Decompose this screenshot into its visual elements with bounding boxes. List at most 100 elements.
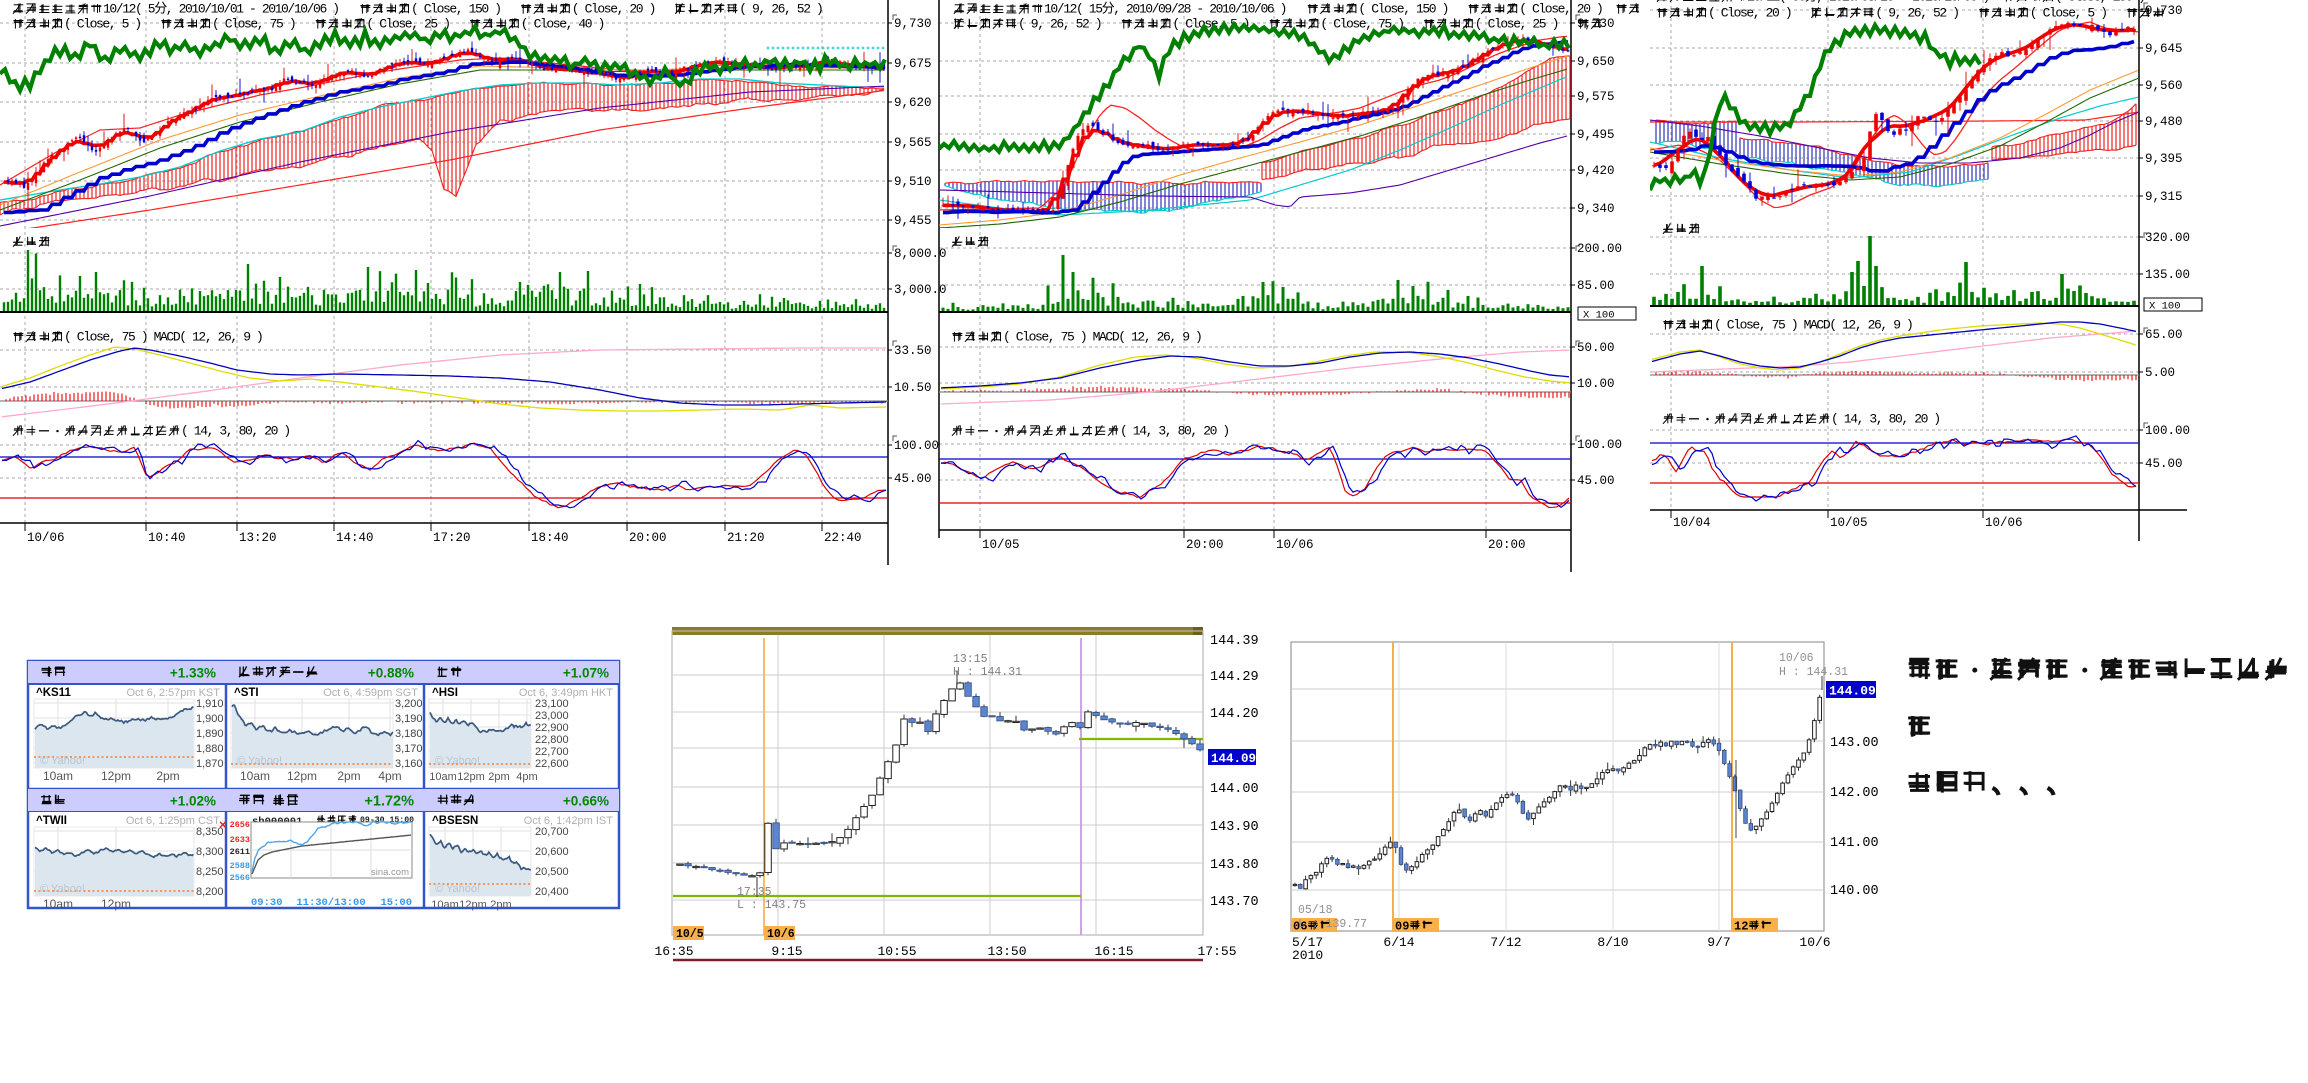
svg-text:9,565: 9,565	[894, 136, 932, 150]
svg-text:20,500: 20,500	[535, 866, 569, 878]
svg-text:9,395: 9,395	[2145, 152, 2183, 166]
svg-text:144.39: 144.39	[1210, 634, 1259, 649]
svg-text:8,000.0: 8,000.0	[894, 247, 947, 261]
svg-text:3,170: 3,170	[395, 743, 423, 755]
svg-text:144.29: 144.29	[1210, 670, 1259, 685]
svg-text:144.09: 144.09	[1211, 752, 1256, 766]
svg-text:200.00: 200.00	[1577, 242, 1622, 256]
svg-text:65.00: 65.00	[2145, 328, 2183, 342]
svg-text:14:40: 14:40	[336, 531, 374, 545]
svg-text:10/12( 15分, 2010/09/28 - 2010/: 10/12( 15分, 2010/09/28 - 2010/10/06 )	[1044, 2, 1286, 17]
svg-text:+1.07%: +1.07%	[563, 666, 609, 681]
svg-text:10:40: 10:40	[148, 531, 186, 545]
svg-text:9,675: 9,675	[894, 57, 932, 71]
svg-text:×: ×	[219, 817, 227, 832]
svg-text:Oct 6, 4:59pm SGT: Oct 6, 4:59pm SGT	[323, 687, 418, 699]
svg-text:1,870: 1,870	[196, 758, 224, 770]
svg-text:+0.88%: +0.88%	[368, 666, 414, 681]
svg-text:15:00: 15:00	[380, 897, 412, 909]
svg-text:45.00: 45.00	[894, 472, 932, 486]
svg-text:135.00: 135.00	[2145, 268, 2190, 282]
svg-text:143.80: 143.80	[1210, 858, 1259, 873]
svg-text:2pm: 2pm	[337, 769, 360, 783]
svg-text:6/14: 6/14	[1383, 935, 1414, 950]
svg-text:141.00: 141.00	[1830, 836, 1879, 851]
svg-text:( Close, 5 ): ( Close, 5 )	[64, 17, 141, 32]
svg-text:( 9, 26, 52 ): ( 9, 26, 52 )	[739, 2, 822, 17]
svg-text:( Close, 150 ): ( Close, 150 )	[2055, 0, 2145, 5]
svg-text:23,000: 23,000	[535, 710, 569, 722]
svg-text:( Close, 25 ): ( Close, 25 )	[366, 17, 449, 32]
svg-text:9,315: 9,315	[2145, 190, 2183, 204]
svg-text:144.09: 144.09	[1829, 684, 1876, 699]
svg-text:9,650: 9,650	[1577, 55, 1615, 69]
svg-text:( Close, 40 ): ( Close, 40 )	[521, 17, 604, 32]
svg-text:9,730: 9,730	[894, 17, 932, 31]
svg-text:21:20: 21:20	[727, 531, 765, 545]
svg-text:1,910: 1,910	[196, 698, 224, 710]
svg-text:143.90: 143.90	[1210, 820, 1259, 835]
svg-text:2633: 2633	[230, 835, 250, 845]
svg-text:09: 09	[1395, 920, 1409, 934]
svg-text:10/05: 10/05	[982, 538, 1020, 552]
svg-text:2611: 2611	[230, 847, 250, 857]
svg-text:( Close, 75 ) MACD( 12, 26,: ( Close, 75 ) MACD( 12, 26, 9 )	[1003, 330, 1201, 345]
svg-text:X 100: X 100	[2149, 301, 2181, 313]
svg-text:85.00: 85.00	[1577, 279, 1615, 293]
svg-text:8,250: 8,250	[196, 866, 224, 878]
svg-text:( Close, 5 ): ( Close, 5 )	[2030, 6, 2107, 21]
svg-text:( Close, 20 ): ( Close, 20 )	[572, 2, 655, 17]
svg-text:10am: 10am	[429, 771, 457, 783]
svg-text:12pm: 12pm	[101, 897, 131, 911]
svg-text:5.00: 5.00	[2145, 366, 2175, 380]
svg-text:06: 06	[1293, 920, 1307, 934]
svg-text:10/6: 10/6	[1799, 935, 1830, 950]
svg-text:( Close, 20 ): ( Close, 20 )	[1708, 6, 1791, 21]
svg-text:100.00: 100.00	[894, 439, 939, 453]
svg-text:^TWII: ^TWII	[36, 815, 67, 827]
svg-text:Oct 6, 1:25pm CST: Oct 6, 1:25pm CST	[126, 815, 220, 827]
svg-text:50.00: 50.00	[1577, 341, 1615, 355]
svg-text:8,350: 8,350	[196, 826, 224, 838]
svg-text:( Close, 150 ): ( Close, 150 )	[1358, 2, 1448, 17]
svg-text:9,560: 9,560	[2145, 79, 2183, 93]
svg-text:320.00: 320.00	[2145, 231, 2190, 245]
svg-text:3,180: 3,180	[395, 728, 423, 740]
svg-text:100.00: 100.00	[2145, 424, 2190, 438]
svg-text:10/5: 10/5	[676, 928, 704, 941]
svg-text:9,420: 9,420	[1577, 164, 1615, 178]
svg-text:10am: 10am	[43, 769, 73, 783]
svg-text:1,880: 1,880	[196, 743, 224, 755]
svg-text:9,510: 9,510	[894, 175, 932, 189]
svg-text:20,600: 20,600	[535, 846, 569, 858]
svg-text:7/12: 7/12	[1490, 935, 1521, 950]
svg-text:10.00: 10.00	[1577, 377, 1615, 391]
svg-text:10/04: 10/04	[1673, 516, 1711, 530]
svg-text:22:40: 22:40	[824, 531, 862, 545]
svg-text:12: 12	[1734, 920, 1748, 934]
svg-text:L : 139.77: L : 139.77	[1298, 918, 1367, 931]
svg-text:H : 144.31: H : 144.31	[1779, 666, 1848, 679]
svg-text:^HSI: ^HSI	[432, 687, 458, 699]
svg-text:140.00: 140.00	[1830, 884, 1879, 899]
svg-text:( Close, 75 ) MACD( 12, 26,: ( Close, 75 ) MACD( 12, 26, 9 )	[64, 330, 262, 345]
svg-text:11:30/13:00: 11:30/13:00	[296, 897, 365, 909]
svg-text:Oct 6, 1:42pm IST: Oct 6, 1:42pm IST	[524, 815, 614, 827]
svg-text:144.20: 144.20	[1210, 707, 1259, 722]
svg-text:17:35: 17:35	[737, 886, 772, 899]
svg-text:9,340: 9,340	[1577, 202, 1615, 216]
svg-text:12pm: 12pm	[101, 769, 131, 783]
svg-text:( 14, 3, 80, 20 ): ( 14, 3, 80, 20 )	[1120, 424, 1229, 439]
svg-text:23,100: 23,100	[535, 698, 569, 710]
svg-text:© Yahoo!: © Yahoo!	[40, 755, 85, 767]
svg-text:2pm: 2pm	[488, 771, 509, 783]
svg-text:4pm: 4pm	[378, 769, 401, 783]
svg-text:10/12( 60分, 2010/08/26 - 2010/: 10/12( 60分, 2010/08/26 - 2010/10/06 )	[1747, 0, 1989, 5]
svg-text:10.50: 10.50	[894, 381, 932, 395]
svg-text:20,700: 20,700	[535, 826, 569, 838]
svg-text:22,900: 22,900	[535, 722, 569, 734]
svg-text:5/17: 5/17	[1292, 935, 1323, 950]
svg-text:10/06: 10/06	[1276, 538, 1314, 552]
svg-text:X 100: X 100	[1583, 310, 1615, 322]
svg-text:+0.66%: +0.66%	[563, 794, 609, 809]
